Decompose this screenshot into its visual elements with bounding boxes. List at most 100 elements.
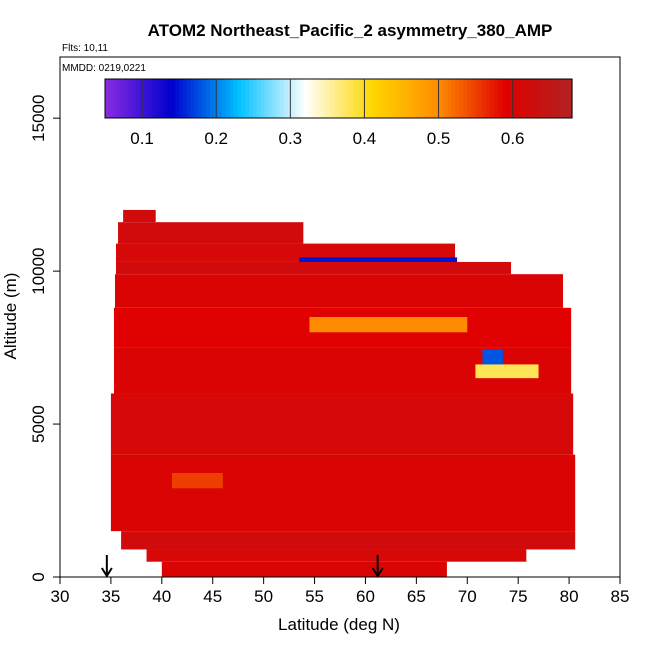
chart-title: ATOM2 Northeast_Pacific_2 asymmetry_380_… [148, 21, 553, 40]
colorbar-segment [334, 79, 340, 118]
colorbar-segment [295, 79, 301, 118]
colorbar-segment [342, 79, 347, 118]
heatmap-cell [161, 561, 447, 577]
colorbar-segment [509, 79, 515, 118]
colorbar-tick-label: 0.4 [353, 129, 377, 148]
colorbar-segment [194, 79, 199, 118]
colorbar-segment [108, 79, 114, 118]
colorbar-segment [248, 79, 254, 118]
heatmap-cell [146, 549, 527, 562]
colorbar-segment [116, 79, 122, 118]
colorbar-segment [350, 79, 355, 118]
x-tick-label: 60 [356, 587, 375, 606]
colorbar-segment [291, 79, 297, 118]
y-tick-label: 5000 [29, 405, 48, 443]
colorbar-segment [284, 79, 289, 118]
colorbar-segment [544, 79, 550, 118]
colorbar-segment [159, 79, 164, 118]
colorbar-segment [470, 79, 476, 118]
colorbar-segment [326, 79, 332, 118]
y-tick-label: 10000 [29, 247, 48, 294]
colorbar-segment [373, 79, 379, 118]
colorbar-segment [307, 79, 312, 118]
x-tick-label: 45 [203, 587, 222, 606]
colorbar-segment [529, 79, 534, 118]
colorbar-segment [439, 79, 445, 118]
colorbar-tick-label: 0.6 [501, 129, 525, 148]
colorbar-segment [143, 79, 149, 118]
colorbar-segment [245, 79, 250, 118]
colorbar-segment [412, 79, 417, 118]
colorbar-segment [182, 79, 188, 118]
colorbar-segment [124, 79, 129, 118]
colorbar-segment [505, 79, 511, 118]
colorbar-tick-label: 0.1 [130, 129, 154, 148]
colorbar-segment [171, 79, 176, 118]
colorbar-segment [260, 79, 266, 118]
x-axis: 30 35 40 45 50 55 60 65 70 75 80 85 [51, 577, 630, 606]
colorbar-segment [120, 79, 126, 118]
colorbar-segment [151, 79, 157, 118]
colorbar-segment [128, 79, 133, 118]
colorbar-segment [210, 79, 215, 118]
colorbar-segment [357, 79, 363, 118]
colorbar-segment [330, 79, 336, 118]
colorbar-segment [385, 79, 390, 118]
colorbar-segment [299, 79, 305, 118]
x-tick-label: 55 [305, 587, 324, 606]
colorbar-segment [482, 79, 487, 118]
colorbar-segment [431, 79, 437, 118]
heatmap-cell [172, 473, 223, 489]
flight-markers [100, 555, 384, 578]
colorbar-segment [396, 79, 402, 118]
colorbar-segment [494, 79, 499, 118]
colorbar-segment [322, 79, 328, 118]
colorbar-segment [451, 79, 456, 118]
colorbar-segment [533, 79, 538, 118]
x-axis-label: Latitude (deg N) [278, 615, 400, 634]
colorbar-segment [155, 79, 161, 118]
heatmap-cell [118, 222, 304, 244]
colorbar-segment [424, 79, 429, 118]
colorbar-segment [272, 79, 277, 118]
colorbar-segment [190, 79, 196, 118]
colorbar-segment [501, 79, 507, 118]
flight-marker-head [100, 567, 113, 578]
colorbar-segment [525, 79, 530, 118]
colorbar-segment [198, 79, 203, 118]
flights-label: Flts: 10,11 [62, 43, 108, 54]
heatmap-cell [123, 209, 156, 223]
colorbar-segment [416, 79, 421, 118]
colorbar-segment [225, 79, 231, 118]
colorbar-segment [346, 79, 351, 118]
colorbar-tick-label: 0.5 [427, 129, 451, 148]
colorbar-segment [404, 79, 410, 118]
x-tick-label: 35 [101, 587, 120, 606]
colorbar-segment [564, 79, 569, 118]
colorbar-segment [276, 79, 281, 118]
x-tick-label: 65 [407, 587, 426, 606]
colorbar-segment [466, 79, 472, 118]
colorbar-tick-label: 0.3 [278, 129, 302, 148]
y-axis: 0 5000 10000 15000 [29, 95, 60, 582]
x-tick-label: 85 [611, 587, 630, 606]
colorbar-segment [420, 79, 425, 118]
colorbar-segment [221, 79, 227, 118]
colorbar-segment [392, 79, 398, 118]
colorbar-segment [408, 79, 414, 118]
colorbar-segment [463, 79, 468, 118]
colorbar-segment [167, 79, 172, 118]
colorbar-segment [455, 79, 460, 118]
y-axis-label: Altitude (m) [1, 273, 20, 360]
colorbar-segment [268, 79, 273, 118]
colorbar-segment [400, 79, 406, 118]
heatmap-cells [110, 209, 576, 577]
colorbar-segment [233, 79, 238, 118]
colorbar-segment [229, 79, 235, 118]
x-tick-label: 75 [509, 587, 528, 606]
colorbar-segment [311, 79, 316, 118]
colorbar-segment [280, 79, 285, 118]
colorbar-segment [186, 79, 192, 118]
plot-frame [59, 56, 621, 578]
